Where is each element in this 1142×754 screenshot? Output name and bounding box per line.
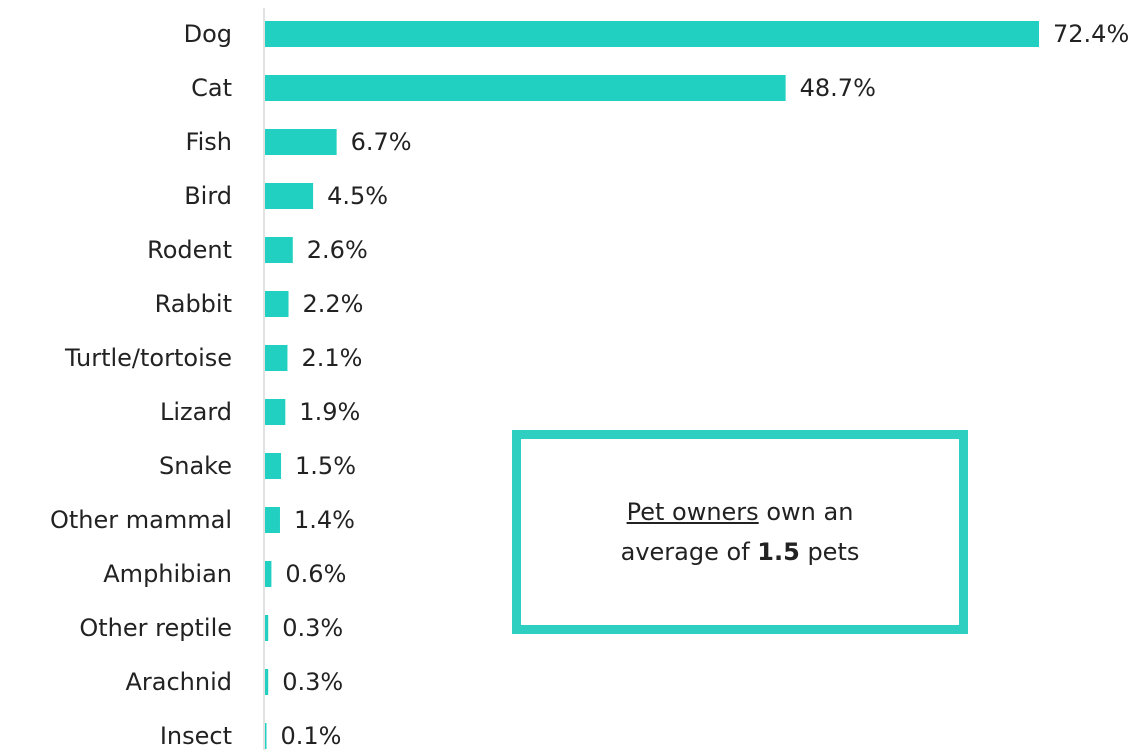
value-label: 2.1% [301,344,362,372]
bar [265,129,337,155]
category-label: Arachnid [125,668,232,696]
value-label: 48.7% [800,74,876,102]
annotation-underlined: Pet owners [626,498,759,526]
value-label: 72.4% [1053,20,1129,48]
bar [265,291,289,317]
value-label: 4.5% [327,182,388,210]
bar [265,345,288,371]
annotation-text: average of [620,538,750,566]
category-label: Snake [159,452,232,480]
category-label: Cat [191,74,232,102]
value-label: 0.3% [282,614,343,642]
category-label: Rodent [147,236,232,264]
bar [265,237,293,263]
category-label: Other mammal [50,506,232,534]
value-label: 1.5% [295,452,356,480]
bar [265,21,1039,47]
annotation-text: own an [766,498,854,526]
value-label: 1.4% [294,506,355,534]
bar [265,183,314,209]
category-label: Turtle/tortoise [64,344,232,372]
category-label: Fish [186,128,232,156]
annotation-line: average of 1.5 pets [621,532,860,572]
annotation-box: Pet owners own an average of 1.5 pets [512,430,968,634]
category-label: Dog [184,20,232,48]
annotation-text: pets [807,538,860,566]
annotation-bold: 1.5 [757,538,800,566]
value-label: 1.9% [299,398,360,426]
category-label: Insect [160,722,232,750]
bar [265,453,282,479]
value-label: 6.7% [351,128,412,156]
bar [265,615,269,641]
category-label: Amphibian [103,560,232,588]
category-label: Rabbit [155,290,232,318]
value-label: 0.1% [281,722,342,750]
category-label: Other reptile [79,614,232,642]
value-label: 2.6% [307,236,368,264]
bar [265,75,786,101]
bar [265,669,269,695]
bar [265,561,272,587]
value-label: 0.3% [282,668,343,696]
value-label: 0.6% [285,560,346,588]
annotation-line: Pet owners own an [627,492,854,532]
bar [265,723,267,749]
bar [265,507,280,533]
category-label: Lizard [160,398,232,426]
bar [265,399,286,425]
category-label: Bird [184,182,232,210]
value-label: 2.2% [303,290,364,318]
